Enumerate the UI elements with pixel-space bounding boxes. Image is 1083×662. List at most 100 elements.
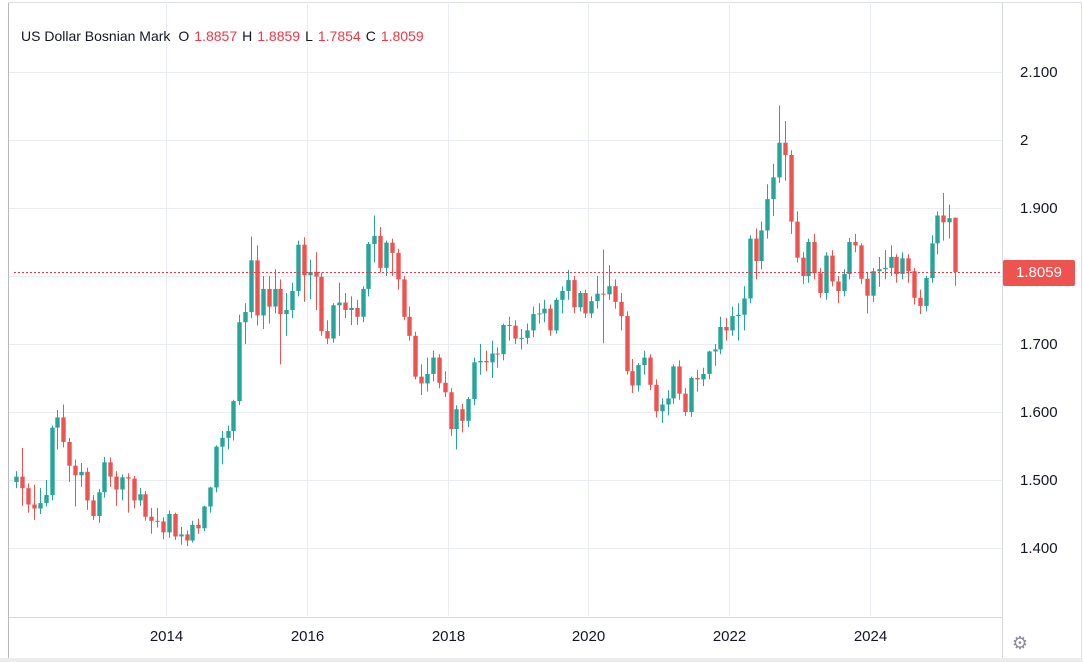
candle <box>319 272 324 336</box>
candle <box>894 254 899 283</box>
widget-border <box>8 2 1082 3</box>
candle <box>50 425 55 501</box>
candle <box>132 475 137 509</box>
candle <box>642 350 647 375</box>
candle <box>179 526 184 545</box>
candle <box>79 463 84 487</box>
candle <box>748 235 753 304</box>
candle <box>595 276 600 309</box>
x-axis-label: 2020 <box>571 628 606 645</box>
candle <box>220 431 225 465</box>
time-axis-separator <box>9 617 1002 618</box>
candle <box>724 318 729 341</box>
candle <box>443 371 448 398</box>
candle <box>924 276 929 312</box>
candle <box>513 320 518 344</box>
candle <box>742 286 747 331</box>
chart-settings-button[interactable]: ⚙ <box>1006 631 1034 655</box>
candle <box>331 303 336 343</box>
candle <box>466 397 471 427</box>
candle <box>73 459 78 507</box>
candle <box>930 235 935 283</box>
y-axis-label: 1.700 <box>1020 335 1058 353</box>
candle <box>67 437 72 483</box>
y-axis-label: 2 <box>1020 131 1029 149</box>
candle <box>666 390 671 416</box>
candle <box>771 163 776 217</box>
candle <box>237 314 242 406</box>
candle <box>601 249 606 344</box>
y-axis-label: 1.600 <box>1020 403 1058 421</box>
candle <box>173 512 178 540</box>
candle <box>583 289 588 319</box>
candle <box>501 323 506 361</box>
candle <box>777 105 782 183</box>
candle <box>402 276 407 321</box>
candle <box>953 217 958 286</box>
candle <box>460 403 465 433</box>
candle <box>161 517 166 540</box>
y-axis-label: 1.500 <box>1020 471 1058 489</box>
candle <box>337 282 342 336</box>
x-axis-label: 2014 <box>149 628 184 645</box>
candle <box>941 193 946 241</box>
x-axis-label: 2016 <box>290 628 325 645</box>
candle <box>525 323 530 344</box>
candle <box>155 507 160 528</box>
candle <box>314 252 319 310</box>
candle <box>261 276 266 330</box>
candle <box>548 304 553 336</box>
candle <box>619 293 624 331</box>
candle <box>278 279 283 365</box>
candle <box>842 269 847 297</box>
candle <box>55 409 60 450</box>
ohlc-label-open: O <box>178 28 190 44</box>
candle <box>542 299 547 323</box>
ohlc-label-low: L <box>305 28 313 44</box>
candle <box>660 398 665 423</box>
candle <box>431 350 436 382</box>
candle <box>267 276 272 324</box>
candle <box>531 306 536 338</box>
candle <box>126 473 131 513</box>
candle <box>877 256 882 287</box>
candle <box>390 238 395 276</box>
widget-border <box>1081 2 1082 659</box>
candle <box>824 252 829 300</box>
candle <box>208 486 213 513</box>
candle <box>695 369 700 392</box>
candle <box>648 354 653 391</box>
candle <box>853 233 858 253</box>
candle <box>114 471 119 506</box>
candle <box>437 354 442 389</box>
ohlc-label-close: C <box>365 28 376 44</box>
candle <box>566 269 571 300</box>
candle <box>44 480 49 507</box>
symbol-title[interactable]: US Dollar Bosnian Mark <box>21 28 171 44</box>
candle <box>372 215 377 263</box>
candle <box>701 367 706 387</box>
candle <box>795 211 800 263</box>
candle <box>38 488 43 514</box>
candle <box>91 494 96 521</box>
candle <box>478 344 483 375</box>
candle <box>871 267 876 302</box>
candle <box>683 388 688 417</box>
candle <box>560 286 565 314</box>
candle <box>801 252 806 285</box>
candle <box>14 471 19 489</box>
candle <box>900 252 905 280</box>
candle <box>190 520 195 543</box>
candle <box>325 320 330 344</box>
candle <box>26 483 31 513</box>
chart-legend: US Dollar Bosnian Mark O 1.8857 H 1.8859… <box>21 28 424 44</box>
candle <box>730 306 735 336</box>
candle <box>589 296 594 319</box>
candle <box>120 474 125 501</box>
candle <box>830 250 835 287</box>
candle <box>102 456 107 498</box>
candle <box>484 350 489 372</box>
candle <box>355 299 360 325</box>
candle <box>912 267 917 305</box>
